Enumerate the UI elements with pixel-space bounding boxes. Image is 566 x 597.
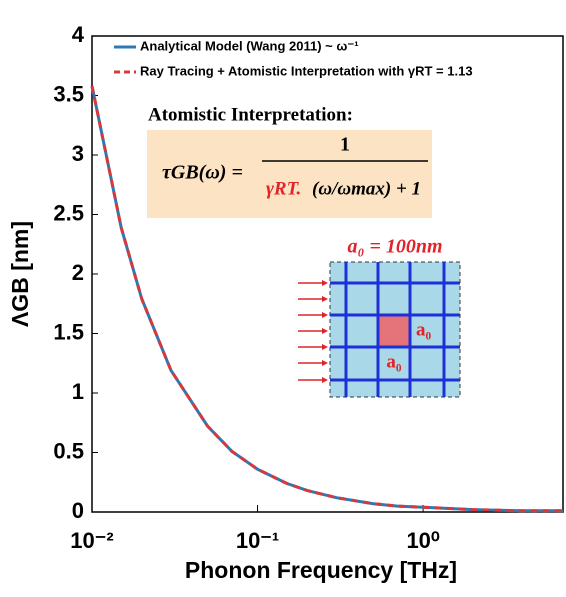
y-tick-label: 3.5 [53,81,84,106]
formula-numerator: 1 [340,134,350,156]
data-line [90,85,563,513]
y-tick-label: 0.5 [53,438,84,463]
y-tick-label: 3 [72,141,84,166]
grid-label: a₀ = 100nm [347,236,442,258]
formula-gamma: γRT. [266,178,301,199]
legend-label: Analytical Model (Wang 2011) ~ ω⁻¹ [140,38,359,53]
y-tick-label: 2 [72,260,84,285]
y-tick-label: 4 [72,22,85,47]
y-tick-label: 1.5 [53,319,84,344]
y-tick-label: 1 [72,379,84,404]
y-tick-label: 0 [72,498,84,523]
legend-label: Ray Tracing + Atomistic Interpretation w… [140,63,473,78]
cell-width-label: a₀ [416,319,432,340]
arrow-heads [322,280,328,383]
cell-height-label: a₀ [386,351,402,372]
y-tick-label: 2.5 [53,200,84,225]
x-tick-label: 10⁻¹ [236,528,279,553]
formula-box [147,130,432,218]
x-tick-label: 10⁻² [70,528,113,553]
x-axis-label: Phonon Frequency [THz] [185,557,457,583]
grid-diagram [298,261,461,398]
y-axis-label: ΛGB [nm] [7,221,33,327]
grid-lines [330,262,460,397]
highlight-cell [378,315,410,347]
formula-lhs: τGB(ω) = [162,162,243,184]
formula-denominator: (ω/ωmax) + 1 [312,178,421,199]
annotation-heading: Atomistic Interpretation: [148,104,353,125]
x-tick-label: 10⁰ [406,528,439,553]
incident-arrows [298,282,324,381]
